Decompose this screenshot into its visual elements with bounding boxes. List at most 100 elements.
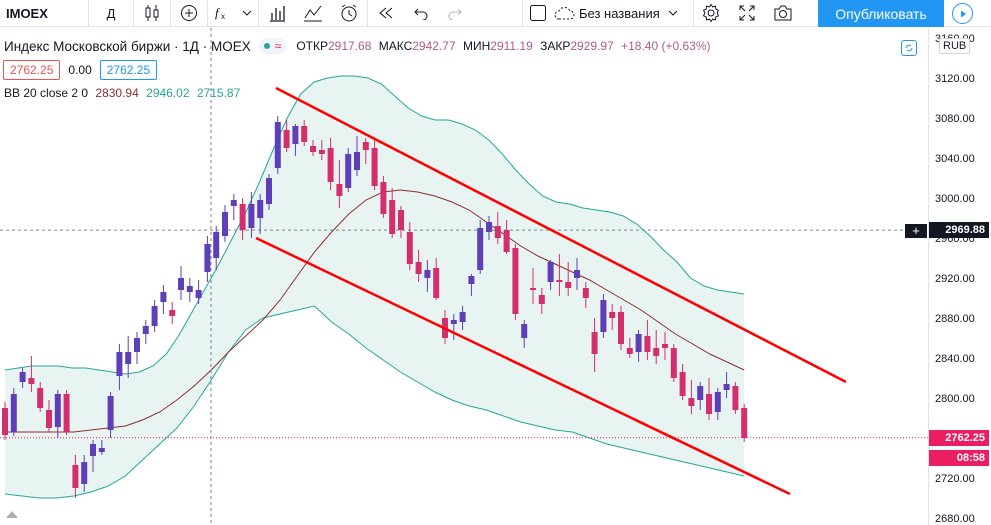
chevron-down-icon[interactable]: [236, 0, 258, 27]
price-tick-label: 2720.00: [935, 473, 975, 485]
tradingview-logo: [6, 511, 18, 518]
candle-body: [486, 222, 492, 232]
price-tick-label: 2840.00: [935, 353, 975, 365]
open-value: 2917.68: [327, 39, 372, 53]
refresh-icon[interactable]: [901, 40, 917, 56]
bollinger-band-fill: [5, 76, 745, 498]
candle-body: [723, 384, 730, 390]
crosshair-price-label: 2969.88: [929, 222, 989, 239]
svg-text:f: f: [215, 5, 221, 20]
candle-body: [706, 394, 712, 414]
bb-legend-row[interactable]: BB 20 close 2 0 2830.94 2946.02 2715.87: [4, 86, 711, 100]
bars-icon[interactable]: [259, 0, 295, 27]
candle-body: [679, 372, 686, 396]
market-open-icon: [263, 43, 270, 49]
alert-icon[interactable]: [331, 0, 367, 27]
candle-body: [292, 126, 299, 144]
candle-body: [90, 444, 96, 456]
candle-body: [406, 232, 413, 264]
candle-body: [732, 386, 739, 410]
high-label: МАКС: [378, 39, 413, 53]
candle-body: [248, 204, 255, 228]
low-value: 2911.19: [490, 39, 533, 53]
sell-price-button[interactable]: 2762.25: [3, 60, 61, 80]
candle-body: [389, 200, 396, 234]
approx-icon: ≈: [274, 39, 282, 53]
candle-body: [28, 378, 35, 384]
candle-body: [116, 352, 123, 376]
candle-body: [142, 326, 149, 334]
camera-icon[interactable]: [766, 0, 800, 27]
chart-pane[interactable]: [0, 28, 928, 525]
play-icon[interactable]: [952, 3, 973, 24]
candle-body: [477, 228, 484, 270]
candle-body: [336, 184, 343, 196]
candle-body: [239, 204, 246, 230]
candle-body: [424, 270, 431, 278]
price-tick-label: 3120.00: [935, 73, 975, 85]
candle-body: [134, 338, 140, 352]
candle-body: [468, 276, 475, 284]
chart-legend: Индекс Московской биржи · 1Д · MOEX ≈ ОТ…: [0, 38, 711, 100]
chevron-down-icon: [668, 10, 678, 16]
channel-lower-trendline: [255, 236, 791, 496]
redo-icon[interactable]: [438, 0, 472, 27]
candle-body: [688, 398, 695, 406]
bb-label: BB 20 close 2 0: [4, 86, 89, 100]
candle-body: [222, 212, 228, 236]
candle-body: [670, 348, 677, 378]
gear-icon[interactable]: [694, 0, 728, 27]
currency-label[interactable]: RUB: [939, 38, 971, 54]
layout-menu[interactable]: Без названия: [553, 0, 693, 27]
ohlc-values: ОТКР2917.68 МАКС2942.77 МИН2911.19 ЗАКР2…: [296, 39, 710, 53]
candle-body: [380, 182, 387, 214]
fullscreen-icon[interactable]: [728, 0, 766, 27]
candle-body: [63, 394, 70, 432]
add-alert-plus-icon[interactable]: +: [905, 224, 927, 238]
undo-icon[interactable]: [404, 0, 438, 27]
candle-body: [644, 336, 651, 352]
candle-body: [318, 150, 325, 154]
price-scale[interactable]: RUB 3160.003120.003080.003040.003000.002…: [928, 28, 991, 525]
chart-templates-icon[interactable]: [295, 0, 331, 27]
add-compare-icon[interactable]: [171, 0, 207, 27]
symbol-legend-row: Индекс Московской биржи · 1Д · MOEX ≈ ОТ…: [0, 38, 711, 54]
trade-row: 2762.25 0.00 2762.25: [3, 60, 711, 80]
symbol-title[interactable]: Индекс Московской биржи · 1Д · MOEX: [4, 38, 251, 54]
candle-body: [186, 286, 193, 292]
candle-body: [2, 408, 8, 435]
buy-price-button[interactable]: 2762.25: [99, 60, 158, 80]
candles-icon[interactable]: [134, 0, 170, 27]
last-price-label: 2762.25: [929, 429, 989, 446]
candle-body: [609, 312, 616, 318]
price-tick-label: 2800.00: [935, 393, 975, 405]
bollinger-lower-line: [4, 305, 745, 499]
market-status[interactable]: ≈: [258, 38, 287, 54]
symbol-search[interactable]: IMOEX: [6, 5, 48, 21]
candle-body: [274, 122, 281, 168]
checkbox-icon[interactable]: [523, 0, 553, 27]
chart-canvas[interactable]: [0, 28, 928, 525]
close-label: ЗАКР: [540, 39, 571, 53]
low-label: МИН: [462, 39, 491, 53]
candle-body: [310, 146, 316, 152]
candle-body: [257, 200, 264, 218]
replay-icon[interactable]: [368, 0, 404, 27]
candle-body: [37, 388, 44, 408]
candle-body: [10, 394, 17, 432]
toolbar-divider: [258, 0, 259, 27]
candle-body: [521, 324, 528, 338]
candle-body: [503, 230, 510, 252]
candle-body: [362, 142, 369, 150]
publish-button[interactable]: Опубликовать: [818, 0, 944, 27]
toolbar-divider: [693, 0, 694, 27]
interval-button[interactable]: Д: [106, 5, 116, 21]
candle-body: [160, 292, 167, 302]
open-label: ОТКР: [296, 39, 328, 53]
candle-body: [530, 288, 536, 290]
candle-body: [618, 312, 624, 344]
candle-body: [538, 295, 545, 304]
candle-body: [195, 290, 202, 298]
